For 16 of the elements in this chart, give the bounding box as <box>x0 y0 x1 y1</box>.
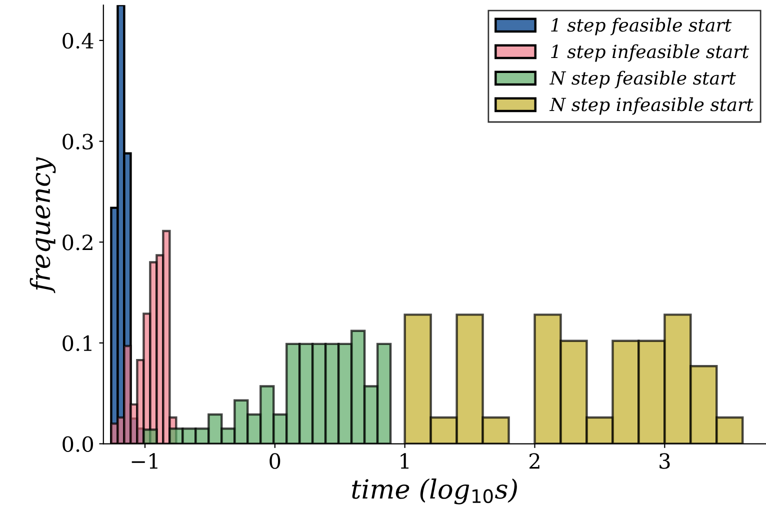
x-tick-label: 0 <box>270 453 280 469</box>
y-tick-label: 0.4 <box>62 32 94 49</box>
legend-label: N step feasible start <box>549 70 736 88</box>
y-axis-title: frequency <box>30 157 56 294</box>
legend-label: 1 step infeasible start <box>551 44 750 62</box>
legend-label: N step infeasible start <box>549 97 754 115</box>
x-tick-label: 2 <box>530 453 540 469</box>
x-tick-label: −1 <box>132 453 158 469</box>
x-tick-label: 3 <box>660 453 670 469</box>
y-tick-label: 0.1 <box>62 335 92 352</box>
y-tick-label: 0.3 <box>62 134 93 150</box>
legend-label: 1 step feasible start <box>551 18 732 36</box>
y-tick-label: 0.0 <box>62 436 93 452</box>
x-axis-title: time (log$_{10}$s) <box>352 478 517 504</box>
x-tick-label: 1 <box>400 453 408 469</box>
y-tick-label: 0.2 <box>62 234 92 250</box>
